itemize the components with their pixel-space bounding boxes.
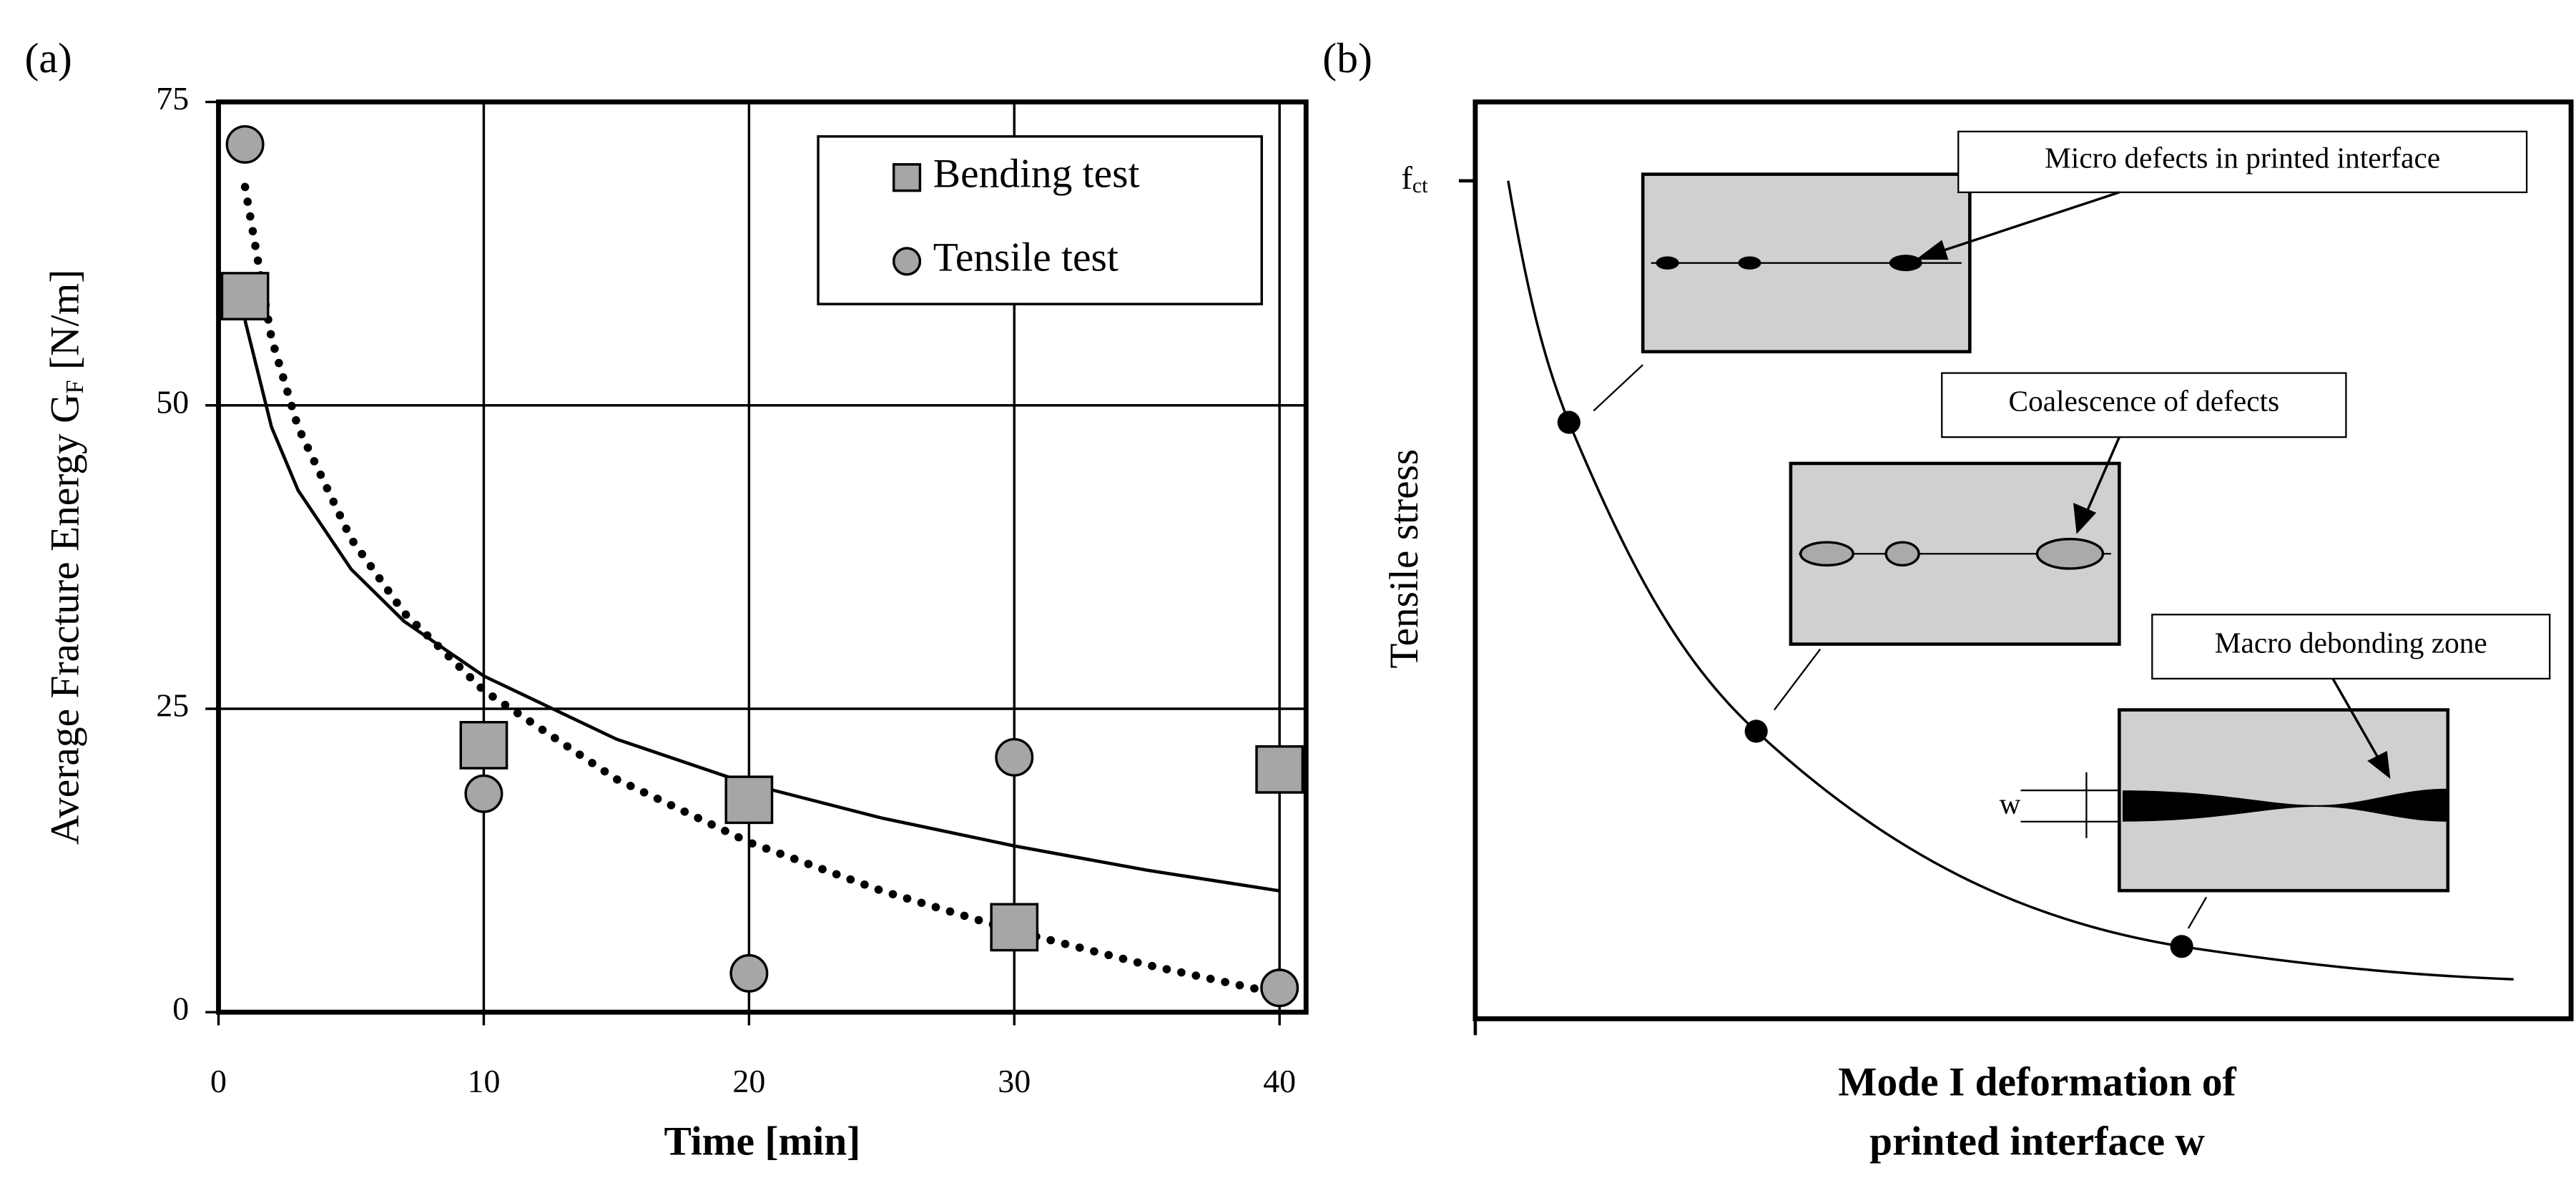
x-tick-label: 30 — [998, 1063, 1031, 1099]
y-axis-label-part: [N/m] — [43, 270, 88, 381]
debond-band — [2122, 788, 2447, 822]
y-axis-label: Tensile stress — [1382, 449, 1427, 669]
marker — [459, 720, 508, 770]
legend-marker — [892, 163, 922, 192]
width-label: w — [2000, 787, 2021, 820]
x-tick-label: 10 — [467, 1063, 500, 1099]
arrow — [1935, 191, 2120, 255]
marker — [1255, 745, 1304, 794]
defect — [1889, 255, 1922, 272]
curve — [1507, 180, 2514, 981]
y-axis-label-part: Average Fracture Energy G — [43, 393, 88, 845]
callout-box — [1941, 372, 2347, 438]
legend-box — [817, 135, 1263, 305]
leader — [1774, 648, 1822, 711]
marker — [995, 737, 1034, 777]
defect — [2035, 537, 2105, 570]
y-tick-label: 75 — [156, 80, 189, 117]
marker — [464, 774, 503, 813]
fit-line — [243, 320, 1280, 893]
panel-label: (a) — [24, 34, 72, 82]
arrowhead — [1915, 240, 1949, 260]
y-tick-label: 50 — [156, 383, 189, 420]
arrowhead — [2073, 503, 2097, 534]
y-tick-label: fct — [1402, 159, 1429, 197]
x-tick-label: 20 — [732, 1063, 765, 1099]
callout: Macro debonding zone — [2215, 626, 2487, 659]
x-axis-label: printed interface w — [1869, 1119, 2205, 1164]
y-axis-label: Average Fracture Energy GF [N/m] — [43, 270, 89, 845]
arrow — [2331, 678, 2380, 760]
marker — [729, 953, 769, 993]
y-axis-label-part: F — [62, 380, 89, 393]
point — [1744, 720, 1768, 743]
arrow — [2085, 436, 2120, 514]
legend-marker — [892, 247, 922, 276]
callout: Coalescence of defects — [2009, 385, 2280, 418]
legend-label: Bending test — [933, 151, 1140, 196]
marker — [220, 272, 270, 320]
marker — [724, 775, 774, 825]
callout: Micro defects in printed interface — [2045, 142, 2440, 175]
callout-box — [2151, 614, 2551, 680]
y-tick-label: 0 — [172, 991, 189, 1027]
defect — [1656, 256, 1679, 270]
point — [2170, 935, 2193, 958]
panel-label: (b) — [1322, 34, 1372, 82]
y-tick-label: 25 — [156, 687, 189, 724]
marker — [1260, 968, 1299, 1008]
marker — [990, 903, 1039, 952]
leader — [2187, 896, 2208, 929]
marker — [225, 124, 265, 164]
defect — [1884, 541, 1920, 567]
plot-frame — [216, 99, 1309, 1015]
defect — [1799, 541, 1854, 567]
defect — [1738, 256, 1761, 270]
x-axis-label: Mode I deformation of — [1838, 1060, 2236, 1105]
panel-a: 0 10 20 30 40 0 25 50 75 Time [min] Average Fractu… — [43, 80, 1309, 1164]
panel-b: fct Tensile stress Mode I deformation of… — [1382, 99, 2574, 1164]
legend-label: Tensile test — [933, 235, 1119, 280]
x-axis-label: Time [min] — [664, 1119, 860, 1164]
callout-box — [1957, 130, 2528, 194]
plot-frame — [1473, 99, 2574, 1021]
point — [1557, 411, 1580, 434]
leader — [1593, 364, 1643, 412]
x-tick-label: 40 — [1263, 1063, 1296, 1099]
x-tick-label: 0 — [210, 1063, 227, 1099]
